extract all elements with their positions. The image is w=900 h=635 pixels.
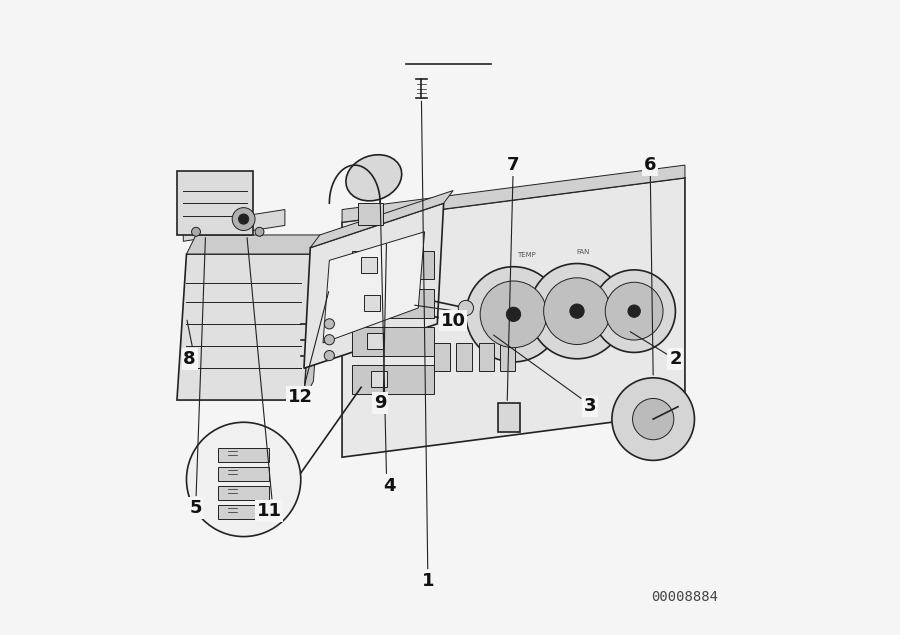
Text: 6: 6 <box>644 156 656 174</box>
Circle shape <box>192 227 201 236</box>
Circle shape <box>628 305 640 318</box>
Bar <box>218 467 269 481</box>
Bar <box>498 403 520 432</box>
Bar <box>352 251 434 279</box>
Bar <box>456 343 472 371</box>
Polygon shape <box>177 254 313 400</box>
Circle shape <box>529 264 625 359</box>
Circle shape <box>570 304 584 318</box>
Text: 5: 5 <box>190 499 203 517</box>
Polygon shape <box>304 203 444 368</box>
Polygon shape <box>186 235 323 254</box>
Bar <box>218 505 269 519</box>
Bar <box>364 295 380 311</box>
Text: 7: 7 <box>508 156 520 174</box>
Circle shape <box>324 335 335 345</box>
Circle shape <box>255 227 264 236</box>
Circle shape <box>612 378 695 460</box>
Circle shape <box>232 208 255 231</box>
Circle shape <box>481 281 547 347</box>
Text: 2: 2 <box>670 350 681 368</box>
Circle shape <box>446 313 461 328</box>
Polygon shape <box>304 235 323 400</box>
Bar <box>361 257 377 273</box>
Text: 00008884: 00008884 <box>652 590 718 604</box>
Bar <box>218 486 269 500</box>
Text: 10: 10 <box>441 312 465 330</box>
Circle shape <box>324 351 335 361</box>
Text: FAN: FAN <box>577 249 590 255</box>
Circle shape <box>458 300 473 316</box>
Bar <box>352 365 434 394</box>
Text: 11: 11 <box>256 502 282 520</box>
Circle shape <box>186 422 301 537</box>
Text: 3: 3 <box>583 398 596 415</box>
Ellipse shape <box>346 155 401 201</box>
Text: 1: 1 <box>421 572 434 590</box>
Circle shape <box>466 267 561 362</box>
Circle shape <box>633 399 674 439</box>
Circle shape <box>593 270 675 352</box>
Polygon shape <box>310 190 454 248</box>
Text: 12: 12 <box>288 388 313 406</box>
Bar <box>371 371 386 387</box>
Bar <box>177 171 253 235</box>
Bar <box>358 203 383 225</box>
Bar <box>479 343 494 371</box>
Bar <box>352 327 434 356</box>
Bar <box>352 289 434 318</box>
Bar <box>500 343 516 371</box>
Bar <box>218 448 269 462</box>
Circle shape <box>507 307 520 321</box>
Polygon shape <box>184 210 285 241</box>
Circle shape <box>238 214 248 224</box>
Text: TEMP: TEMP <box>517 252 535 258</box>
Circle shape <box>606 282 663 340</box>
Polygon shape <box>342 178 685 457</box>
Polygon shape <box>323 232 425 343</box>
Polygon shape <box>342 165 685 222</box>
Circle shape <box>544 278 610 344</box>
Text: 9: 9 <box>374 394 386 412</box>
Bar <box>434 343 450 371</box>
Text: 4: 4 <box>383 477 396 495</box>
Bar <box>367 333 383 349</box>
Circle shape <box>324 319 335 329</box>
Text: 8: 8 <box>184 350 196 368</box>
